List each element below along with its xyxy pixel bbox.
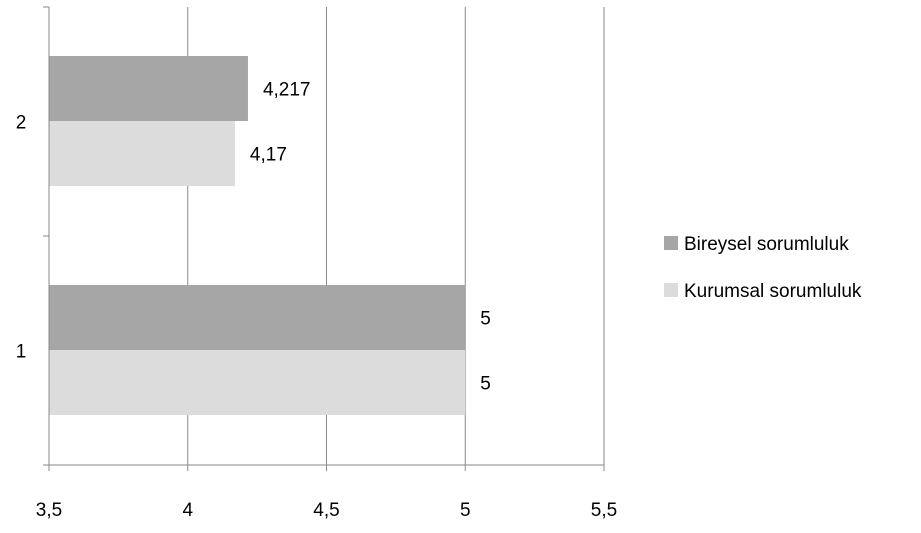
data-label: 5 [480,309,491,330]
axes: 3,5 4 4,5 5 5,5 1 2 [16,6,617,521]
data-label: 5 [480,374,491,395]
y-tick-label: 1 [16,342,27,363]
bar [49,56,248,121]
legend-label: Kurumsal sorumluluk [684,281,862,302]
x-tick-label: 4,5 [313,500,339,521]
legend-label: Bireysel sorumluluk [684,234,849,255]
legend: Bireysel sorumluluk Kurumsal sorumluluk [664,234,862,302]
x-tick-label: 4 [182,500,193,521]
x-tick-label: 5 [460,500,471,521]
legend-swatch [664,236,678,250]
data-labels: 5 5 4,217 4,17 [250,80,491,395]
bar [49,285,466,350]
y-tick-label: 2 [16,113,27,134]
bars [49,56,466,415]
x-tick-label: 3,5 [36,500,62,521]
x-tick-label: 5,5 [591,500,617,521]
data-label: 4,217 [263,80,311,101]
bar [49,350,466,415]
bar [49,121,235,186]
data-label: 4,17 [250,145,287,166]
legend-swatch [664,283,678,297]
